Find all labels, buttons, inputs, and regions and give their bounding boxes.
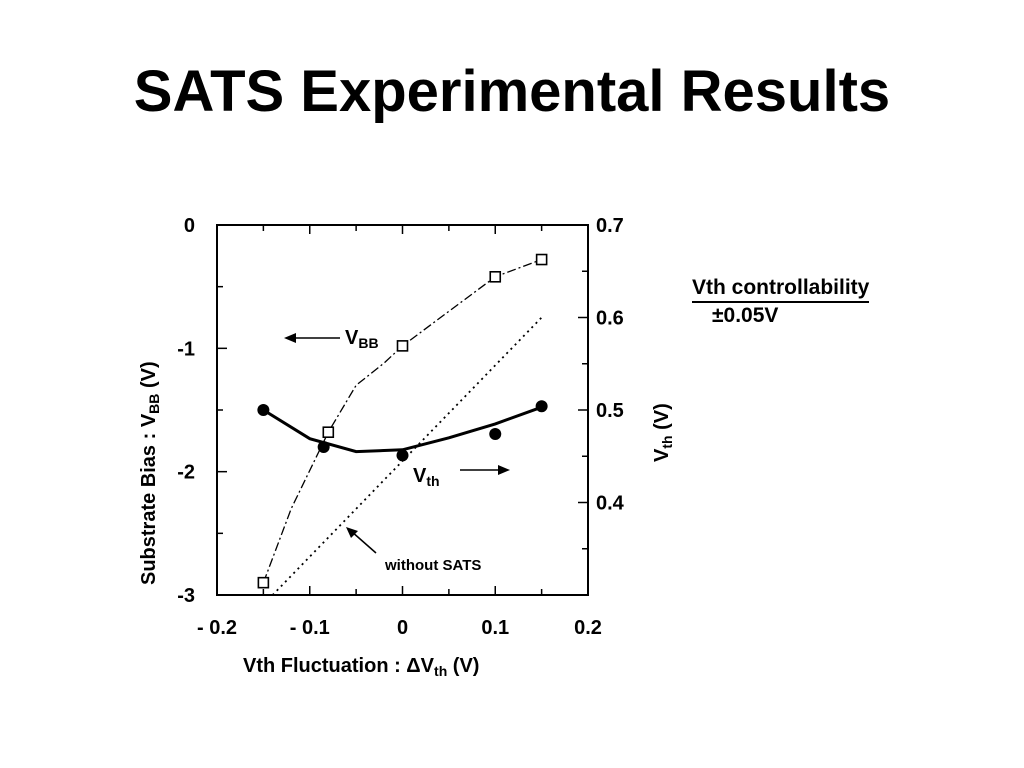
vth-point: [535, 400, 548, 413]
vth-arrow-head: [498, 465, 510, 475]
x-tick-label: 0: [397, 617, 408, 639]
controllability-note: Vth controllability ±0.05V: [692, 276, 870, 328]
without-sats-label: without SATS: [384, 557, 481, 574]
vth-point: [257, 404, 270, 416]
controllability-value: ±0.05V: [712, 304, 779, 327]
without-sats-arrow-line: [350, 530, 377, 554]
vbb-arrow-head: [284, 333, 296, 343]
y-right-tick-label: 0.4: [596, 493, 625, 515]
y-right-tick-label: 0.5: [596, 400, 624, 422]
x-tick-label: 0.2: [574, 617, 602, 639]
y-right-axis-label: Vth (V): [651, 403, 675, 462]
vbb-point: [489, 270, 502, 283]
vbb-point: [396, 340, 409, 352]
y-left-axis-label: Substrate Bias : VBB (V): [138, 361, 162, 585]
series-line-vbb: [262, 258, 542, 583]
without-sats-arrow-head: [346, 527, 358, 538]
y-left-tick-label: -2: [177, 462, 195, 484]
x-tick-label: 0.1: [481, 617, 509, 639]
x-tick-label: - 0.1: [290, 617, 330, 639]
y-left-tick-label: -3: [177, 585, 195, 607]
vbb-point: [257, 576, 270, 589]
vbb-point: [535, 253, 548, 266]
y-left-tick-label: -1: [177, 338, 195, 360]
y-left-tick-label: 0: [184, 215, 195, 237]
x-axis-label: Vth Fluctuation : ΔVth (V): [243, 655, 479, 679]
vth-point: [396, 449, 409, 462]
x-tick-label: - 0.2: [197, 617, 237, 639]
series-line-vth: [262, 405, 543, 454]
vth-series-label: Vth: [413, 465, 440, 489]
slide-title: SATS Experimental Results: [133, 59, 891, 124]
plot-area: - 0.2 - 0.1 0 0.1 0.2 0 -1 -2 -3 0.7 0.6 0.5 0.4 Vth …: [138, 215, 675, 679]
vbb-point: [322, 426, 335, 439]
vth-point: [317, 441, 330, 453]
y-right-tick-label: 0.6: [596, 308, 624, 330]
controllability-title: Vth controllability: [692, 276, 870, 303]
vth-point: [489, 428, 502, 441]
vbb-series-label: VBB: [345, 327, 379, 351]
y-right-tick-label: 0.7: [596, 215, 624, 237]
